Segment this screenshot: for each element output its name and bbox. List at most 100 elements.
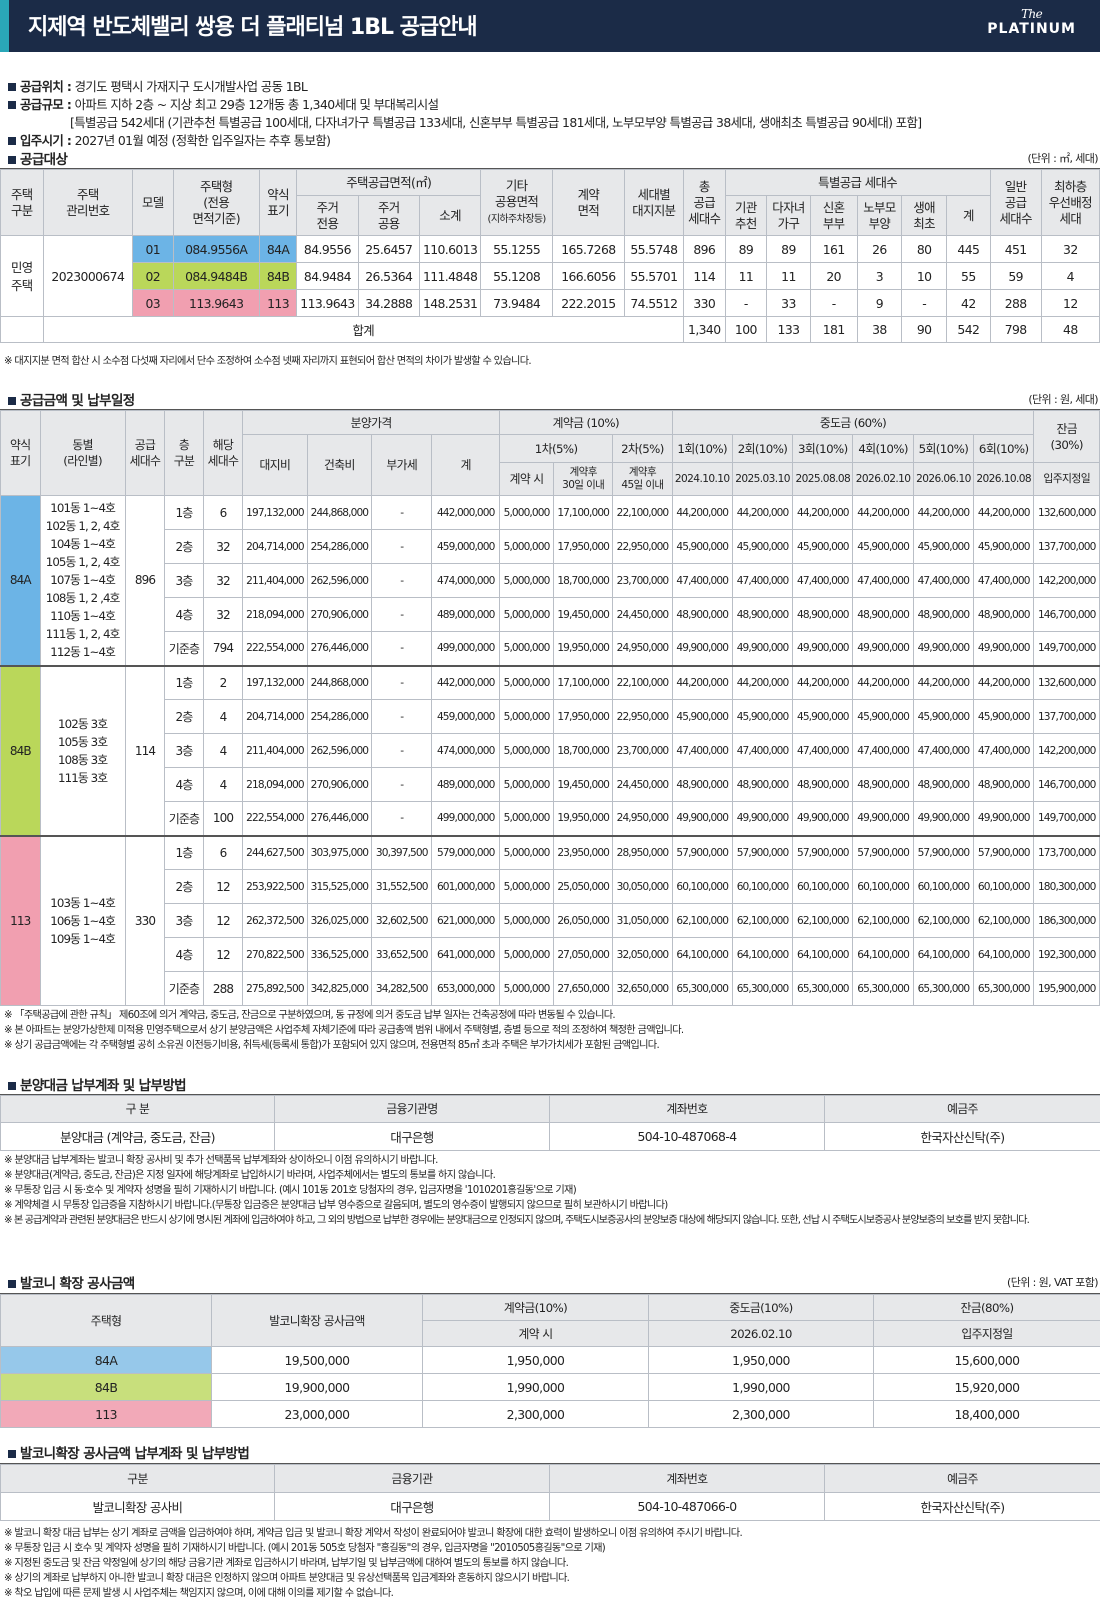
price-cell: 30,397,500 xyxy=(371,834,433,870)
balcony-account-notes: ※ 발코니 확장 대금 납부는 상기 계좌로 금액을 입금하여야 하며, 계약금… xyxy=(4,1528,743,1599)
price-cell: 49,900,000 xyxy=(671,631,733,666)
section-account-title: 분양대금 납부계좌 및 납부방법 xyxy=(8,1074,1098,1094)
col-land-share: 세대별 대지지분 xyxy=(623,169,684,236)
info-scale-detail: [특별공급 542세대 (기관추천 특별공급 100세대, 다자녀가구 특별공급… xyxy=(70,115,922,130)
col-floor: 층 구분 xyxy=(164,410,204,496)
price-cell: 794 xyxy=(202,631,244,666)
table-row: 4층 4 218,094,000 270,906,000-489,000,000 5,0… xyxy=(1,767,1100,802)
price-cell: 442,000,000 xyxy=(431,664,500,700)
price-cell: 34,282,500 xyxy=(371,971,433,1006)
col-category: 구 분 xyxy=(0,1095,275,1123)
col-contract-area: 계약 면적 xyxy=(552,169,625,236)
price-cell: 253,922,500 xyxy=(242,869,308,904)
price-notes: ※ 「주택공급에 관한 규칙」 제60조에 의거 계약금, 중도금, 잔금으로 … xyxy=(4,1010,684,1051)
price-cell: 4 xyxy=(202,699,244,734)
col-sale-group: 분양가격 xyxy=(242,410,500,435)
price-cell: 19,450,000 xyxy=(553,597,614,632)
price-cell: 33,652,500 xyxy=(371,937,433,972)
price-cell: 17,100,000 xyxy=(553,495,614,530)
price-cell: 60,100,000 xyxy=(731,869,794,904)
price-cell: 44,200,000 xyxy=(731,495,794,530)
price-cell: 23,700,000 xyxy=(612,563,673,598)
price-cell: 49,900,000 xyxy=(792,801,854,836)
count-cell: 114 xyxy=(124,664,166,836)
col-bank: 금융기관명 xyxy=(274,1095,550,1123)
price-cell: 65,300,000 xyxy=(731,971,794,1006)
table-row: 민영 주택 2023000674 01 084.9556A 84A 84.955… xyxy=(0,235,1100,317)
price-cell: 48,900,000 xyxy=(792,597,854,632)
price-cell: 32,650,000 xyxy=(612,971,673,1006)
price-cell: 5,000,000 xyxy=(498,937,555,972)
balcony-table: 주택형 발코니확장 공사금액 계약금(10%) 중도금(10%) 잔금(80%)… xyxy=(0,1294,1100,1428)
price-table: 약식 표기 동별 (라인별) 공급 세대수 층 구분 해당 세대수 분양가격 계… xyxy=(0,410,1100,1006)
price-cell: 270,906,000 xyxy=(306,597,373,632)
price-cell: 45,900,000 xyxy=(792,699,854,734)
price-cell: 211,404,000 xyxy=(242,733,308,768)
table-row: 84B 19,900,000 1,990,000 1,990,000 15,920,00… xyxy=(0,1373,1100,1401)
price-cell: 336,525,000 xyxy=(306,937,373,972)
price-cell: 19,950,000 xyxy=(553,801,614,836)
price-cell: 45,900,000 xyxy=(973,529,1035,564)
price-cell: - xyxy=(371,664,433,700)
price-cell: 4 xyxy=(202,733,244,768)
price-cell: 499,000,000 xyxy=(431,631,500,666)
price-cell: 173,700,000 xyxy=(1033,834,1100,870)
price-cell: 146,700,000 xyxy=(1033,767,1100,802)
price-cell: 47,400,000 xyxy=(852,733,914,768)
price-cell: 48,900,000 xyxy=(973,767,1035,802)
price-cell: 601,000,000 xyxy=(431,869,500,904)
price-cell: 44,200,000 xyxy=(912,495,975,530)
price-cell: 48,900,000 xyxy=(671,767,733,802)
col-m6: 6회(10%) xyxy=(973,434,1035,463)
price-cell: 5,000,000 xyxy=(498,529,555,564)
price-cell: 22,100,000 xyxy=(612,495,673,530)
price-cell: - xyxy=(371,597,433,632)
price-cell: 4층 xyxy=(164,597,204,632)
price-cell: 2 xyxy=(202,664,244,700)
table-row: 84A 19,500,000 1,950,000 1,950,000 15,600,00… xyxy=(0,1346,1100,1374)
bullet-square-icon xyxy=(8,100,16,109)
price-cell: 32 xyxy=(202,597,244,632)
price-cell: 641,000,000 xyxy=(431,937,500,972)
supply-table: 주택 구분 주택 관리번호 모델 주택형 (전용 면적기준) 약식 표기 주택공… xyxy=(0,169,1100,343)
price-cell: 47,400,000 xyxy=(792,733,854,768)
price-cell: 142,200,000 xyxy=(1033,733,1100,768)
price-cell: 5,000,000 xyxy=(498,903,555,938)
col-balance: 잔금 (30%) xyxy=(1033,410,1100,463)
price-cell: 49,900,000 xyxy=(973,631,1035,666)
price-cell: 48,900,000 xyxy=(852,767,914,802)
col-dep1a: 계약 시 xyxy=(498,462,555,496)
price-cell: 62,100,000 xyxy=(731,903,794,938)
col-account-no: 계좌번호 xyxy=(549,1095,825,1123)
price-cell: 26,050,000 xyxy=(553,903,614,938)
table-row: 113 23,000,000 2,300,000 2,300,000 18,400,00… xyxy=(0,1400,1100,1428)
price-cell: - xyxy=(371,699,433,734)
price-cell: 27,050,000 xyxy=(553,937,614,972)
price-cell: 45,900,000 xyxy=(912,699,975,734)
bullet-square-icon xyxy=(8,155,16,164)
price-cell: 315,525,000 xyxy=(306,869,373,904)
price-cell: 4층 xyxy=(164,937,204,972)
col-deposit: 계약금(10%) xyxy=(422,1294,649,1321)
bullet-square-icon xyxy=(8,1449,16,1458)
account-table: 구 분 금융기관명 계좌번호 예금주 분양대금 (계약금, 중도금, 잔금) 대구… xyxy=(0,1095,1100,1151)
col-area-common: 주거 공용 xyxy=(357,195,420,236)
price-cell: 57,900,000 xyxy=(973,834,1035,870)
count-cell: 896 xyxy=(124,495,166,666)
price-cell: - xyxy=(371,733,433,768)
price-cell: 270,822,500 xyxy=(242,937,308,972)
price-cell: 60,100,000 xyxy=(973,869,1035,904)
price-cell: 47,400,000 xyxy=(852,563,914,598)
price-cell: 60,100,000 xyxy=(792,869,854,904)
price-cell: 19,450,000 xyxy=(553,767,614,802)
price-cell: 17,100,000 xyxy=(553,664,614,700)
table-row: 113 103동 1~4호 106동 1~4호 109동 1~4호 330 1층 6 24… xyxy=(0,834,1100,1006)
price-cell: 28,950,000 xyxy=(612,834,673,870)
col-count: 공급 세대수 xyxy=(124,410,166,496)
col-build: 건축비 xyxy=(306,434,373,496)
price-cell: 48,900,000 xyxy=(731,597,794,632)
price-cell: 2층 xyxy=(164,699,204,734)
price-cell: 218,094,000 xyxy=(242,597,308,632)
price-cell: 44,200,000 xyxy=(671,495,733,530)
col-bank: 금융기관 xyxy=(274,1464,550,1493)
